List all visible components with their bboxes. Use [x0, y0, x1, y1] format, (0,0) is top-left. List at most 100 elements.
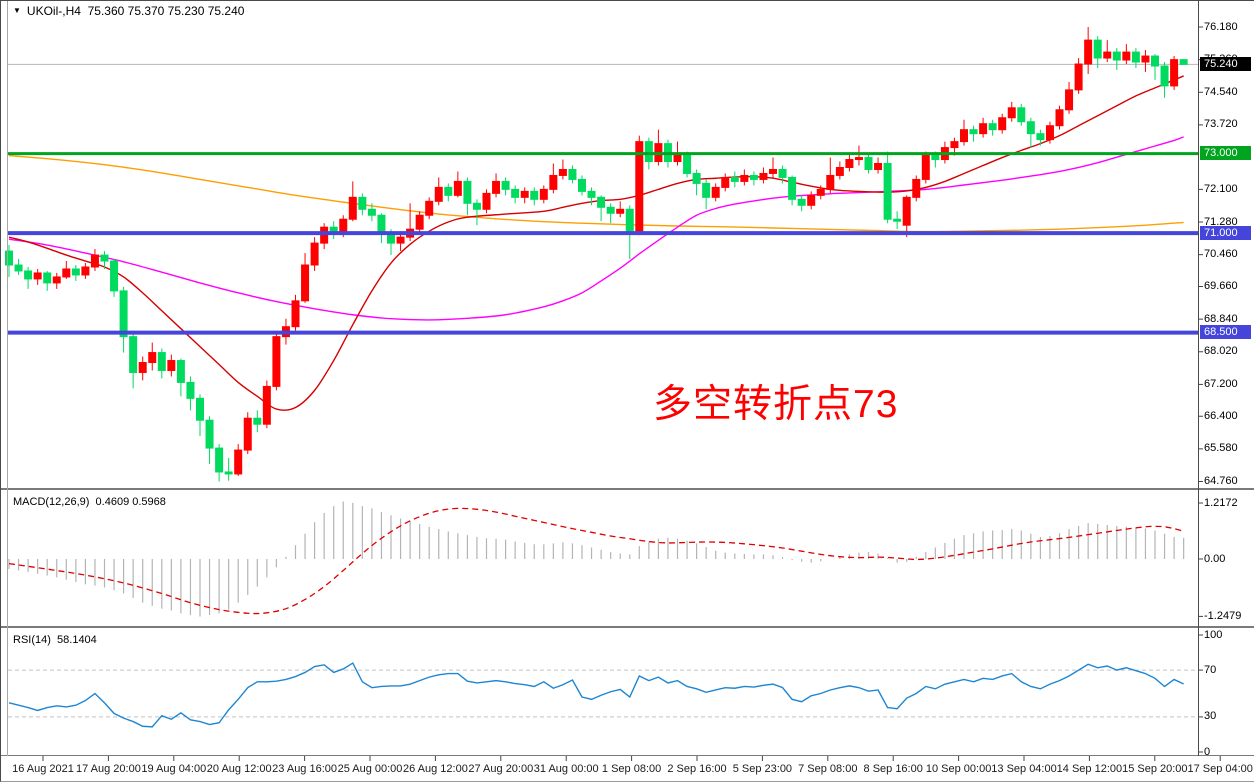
candle-down — [883, 163, 892, 220]
candle-down — [100, 254, 109, 262]
candle-up — [902, 196, 911, 226]
candle-up — [960, 129, 968, 143]
candle-down — [988, 123, 997, 131]
candle-down — [14, 264, 23, 272]
candle-down — [606, 206, 615, 214]
candle-up — [520, 190, 529, 198]
candle-down — [893, 218, 902, 222]
candle-down — [129, 336, 138, 373]
candle-up — [769, 168, 777, 174]
candle-up — [348, 196, 357, 220]
candle-up — [291, 300, 300, 328]
candle-down — [377, 214, 386, 234]
candle-down — [71, 268, 80, 276]
candle-up — [807, 194, 816, 206]
candle-up — [549, 174, 558, 190]
macd-values: 0.4609 0.5968 — [95, 496, 166, 508]
ma-mid-magenta — [8, 136, 1184, 321]
candle-up — [558, 168, 567, 176]
candle-up — [90, 254, 99, 268]
candle-up — [148, 352, 157, 364]
candle-down — [864, 157, 873, 170]
chart-symbol-timeframe: UKOil-,H4 — [26, 4, 81, 18]
candle-up — [234, 449, 243, 475]
candle-down — [205, 419, 214, 449]
candle-down — [1179, 59, 1188, 65]
rsi-line — [8, 662, 1184, 728]
candle-down — [110, 260, 119, 292]
macd-indicator-label: MACD(12,26,9) 0.4609 0.5968 — [13, 496, 166, 508]
candle-down — [702, 182, 711, 198]
rsi-value: 58.1404 — [57, 634, 97, 646]
candle-down — [749, 174, 758, 180]
candle-up — [912, 178, 921, 198]
candle-down — [119, 290, 128, 338]
macd-signal-line — [8, 507, 1184, 615]
candle-down — [501, 180, 510, 190]
candle-down — [625, 208, 634, 234]
chart-ohlc-quote: 75.360 75.370 75.230 75.240 — [87, 4, 245, 18]
candle-down — [215, 447, 224, 473]
candle-up — [950, 141, 959, 149]
candle-down — [1093, 39, 1102, 59]
candle-up — [81, 266, 90, 276]
candle-up — [310, 242, 319, 266]
candle-down — [730, 176, 739, 182]
candle-down — [1036, 133, 1045, 141]
candle-down — [530, 190, 539, 200]
rsi-indicator-label: RSI(14) 58.1404 — [13, 634, 97, 646]
candle-up — [1007, 107, 1016, 119]
candle-up — [1103, 51, 1112, 59]
candle-up — [1065, 89, 1074, 111]
candle-up — [979, 123, 988, 135]
rsi-name: RSI(14) — [13, 634, 51, 646]
candle-up — [138, 362, 147, 373]
candle-down — [5, 250, 13, 266]
candle-up — [1141, 55, 1150, 63]
candle-down — [253, 417, 262, 425]
candle-down — [329, 226, 338, 232]
candle-up — [616, 208, 625, 214]
candle-down — [1017, 107, 1026, 123]
candle-up — [339, 218, 348, 232]
candle-up — [740, 174, 749, 182]
candle-up — [1074, 63, 1083, 91]
candle-up — [845, 159, 854, 168]
candle-up — [1122, 51, 1131, 61]
chart-annotation-text: 多空转折点73 — [653, 383, 899, 426]
candle-up — [854, 157, 863, 161]
pane-splitter-macd-rsi[interactable] — [1, 626, 1254, 628]
candle-down — [797, 198, 806, 206]
candle-up — [826, 174, 835, 190]
candle-down — [587, 190, 596, 198]
macd-name: MACD(12,26,9) — [13, 496, 90, 508]
candle-down — [683, 153, 692, 174]
candle-down — [224, 471, 233, 475]
pane-splitter-main-macd[interactable] — [1, 488, 1254, 490]
chart-title-bar: ▼ UKOil-,H4 75.360 75.370 75.230 75.240 — [13, 4, 244, 18]
chart-dropdown-icon: ▼ — [13, 6, 21, 15]
ma-slow-orange — [8, 154, 1184, 233]
candle-down — [778, 168, 787, 178]
candle-up — [492, 180, 501, 194]
candle-up — [711, 186, 720, 198]
candle-down — [24, 270, 33, 280]
candle-up — [874, 163, 883, 170]
candle-up — [539, 188, 548, 200]
candle-up — [1084, 39, 1093, 65]
candle-up — [721, 176, 730, 188]
candle-up — [835, 166, 844, 176]
left-frame-line — [7, 1, 8, 756]
candle-down — [511, 188, 520, 198]
candle-down — [1131, 51, 1140, 63]
candle-down — [692, 172, 701, 184]
candle-down — [1112, 51, 1121, 61]
candle-down — [444, 186, 453, 196]
candle-up — [1045, 125, 1054, 141]
candle-down — [1026, 121, 1035, 135]
candle-down — [931, 155, 940, 161]
candle-down — [788, 176, 797, 200]
candle-down — [578, 178, 586, 192]
candle-down — [568, 168, 577, 180]
